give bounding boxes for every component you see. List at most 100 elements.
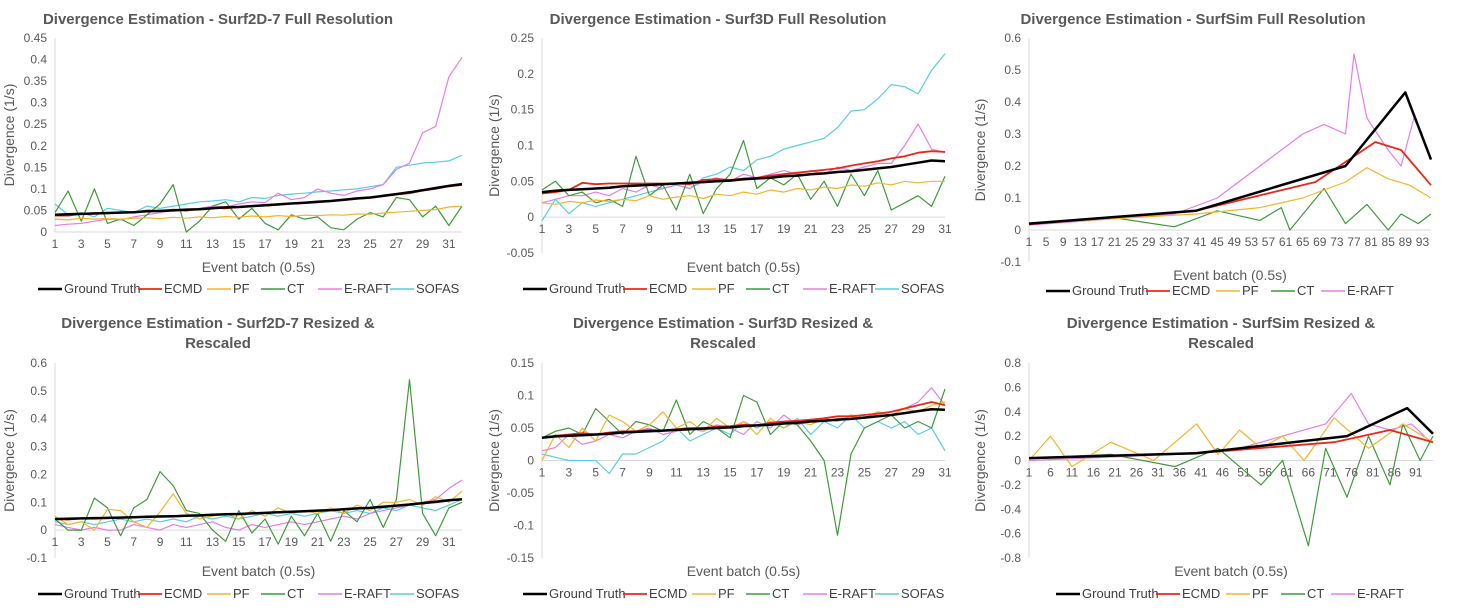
- x-tick-label: 29: [911, 466, 925, 480]
- x-tick-label: 5: [592, 466, 599, 480]
- legend-label: SOFAS: [416, 586, 460, 601]
- y-tick-label: 0.15: [511, 356, 535, 370]
- x-tick-label: 27: [885, 222, 899, 236]
- x-tick-label: 7: [619, 466, 626, 480]
- y-tick-label: 0.4: [30, 53, 47, 67]
- x-tick-label: 25: [363, 535, 377, 549]
- series-line-pf: [541, 401, 946, 461]
- x-tick-label: 26: [1130, 466, 1144, 480]
- x-tick-label: 13: [697, 222, 711, 236]
- series-line-ct: [1028, 423, 1434, 547]
- legend-label: ECMD: [164, 281, 202, 296]
- x-tick-label: 31: [938, 466, 952, 480]
- x-tick-label: 89: [1399, 235, 1413, 249]
- x-tick-label: 31: [442, 237, 456, 251]
- y-tick-label: 0.45: [24, 31, 48, 45]
- x-tick-label: 46: [1216, 466, 1230, 480]
- x-tick-label: 23: [337, 535, 351, 549]
- series-line-ecmd: [541, 401, 946, 439]
- x-tick-label: 31: [442, 535, 456, 549]
- x-tick-label: 17: [750, 466, 764, 480]
- series-line-ground-truth: [541, 159, 946, 194]
- x-tick-label: 31: [1151, 466, 1165, 480]
- y-tick-label: 0.4: [1004, 405, 1021, 419]
- y-tick-label: 0.3: [30, 440, 47, 454]
- y-tick-label: -0.1: [1000, 255, 1021, 269]
- x-tick-label: 5: [1043, 235, 1050, 249]
- x-tick-label: 15: [232, 237, 246, 251]
- x-tick-label: 29: [1142, 235, 1156, 249]
- chart-surf3d-full-svg: Divergence Estimation - Surf3D Full Reso…: [486, 11, 952, 296]
- series-line-sofas: [541, 53, 946, 222]
- x-tick-label: 81: [1364, 235, 1378, 249]
- chart-title: Divergence Estimation - Surf2D-7 Full Re…: [43, 11, 393, 28]
- x-tick-label: 21: [1108, 466, 1122, 480]
- legend-label: E-RAFT: [1357, 586, 1404, 601]
- series-line-ct: [54, 184, 463, 233]
- series-line-pf: [54, 490, 463, 531]
- chart-title: Rescaled: [1188, 335, 1254, 352]
- x-tick-label: 29: [416, 535, 430, 549]
- chart-surf2d7-full: Divergence Estimation - Surf2D-7 Full Re…: [0, 0, 485, 305]
- y-tick-label: 0.1: [30, 495, 47, 509]
- x-tick-label: 1: [1026, 466, 1033, 480]
- y-tick-label: 0.2: [1004, 159, 1021, 173]
- y-tick-label: -0.1: [26, 551, 47, 565]
- chart-surfsim-full-svg: Divergence Estimation - SurfSim Full Res…: [972, 11, 1433, 298]
- x-tick-label: 57: [1262, 235, 1276, 249]
- x-tick-label: 5: [592, 222, 599, 236]
- x-tick-label: 86: [1388, 466, 1402, 480]
- x-axis-label: Event batch (0.5s): [687, 259, 801, 275]
- x-tick-label: 17: [750, 222, 764, 236]
- y-tick-label: 0.5: [30, 384, 47, 398]
- y-tick-label: 0: [1014, 223, 1021, 237]
- legend-label: E-RAFT: [829, 586, 876, 601]
- x-tick-label: 31: [938, 222, 952, 236]
- x-tick-label: 53: [1245, 235, 1259, 249]
- y-axis-label: Divergence (1/s): [972, 409, 988, 512]
- chart-surf3d-full: Divergence Estimation - Surf3D Full Reso…: [485, 0, 971, 305]
- x-tick-label: 7: [619, 222, 626, 236]
- series-line-e-raft: [541, 123, 946, 204]
- x-tick-label: 11: [180, 237, 193, 251]
- x-tick-label: 51: [1237, 466, 1251, 480]
- x-tick-label: 15: [723, 222, 737, 236]
- chart-title: Divergence Estimation - SurfSim Resized …: [1067, 315, 1376, 332]
- legend-label: PF: [718, 281, 735, 296]
- x-tick-label: 7: [130, 535, 137, 549]
- x-tick-label: 19: [285, 535, 299, 549]
- legend-label: Ground Truth: [549, 281, 626, 296]
- legend-label: E-RAFT: [344, 281, 391, 296]
- y-tick-label: -0.4: [1000, 502, 1021, 516]
- x-tick-label: 13: [697, 466, 711, 480]
- x-tick-label: 41: [1194, 466, 1208, 480]
- legend-label: SOFAS: [901, 586, 945, 601]
- x-tick-label: 9: [157, 237, 164, 251]
- x-tick-label: 81: [1366, 466, 1380, 480]
- x-tick-label: 11: [670, 222, 683, 236]
- x-tick-label: 11: [1066, 466, 1079, 480]
- x-tick-label: 29: [911, 222, 925, 236]
- x-tick-label: 65: [1296, 235, 1310, 249]
- y-tick-label: 0.1: [1004, 191, 1021, 205]
- x-tick-label: 66: [1302, 466, 1316, 480]
- y-tick-label: 0.1: [30, 182, 47, 196]
- x-tick-label: 56: [1259, 466, 1273, 480]
- y-tick-label: 0.3: [1004, 127, 1021, 141]
- legend-label: SOFAS: [416, 281, 460, 296]
- x-tick-label: 1: [1026, 235, 1033, 249]
- y-tick-label: 0.6: [1004, 380, 1021, 394]
- x-tick-label: 23: [831, 466, 845, 480]
- x-tick-label: 13: [1074, 235, 1088, 249]
- legend-label: PF: [1242, 283, 1259, 298]
- y-tick-label: 0: [1014, 454, 1021, 468]
- y-tick-label: 0.4: [30, 412, 47, 426]
- series-line-sofas: [54, 154, 463, 218]
- series-line-e-raft: [54, 57, 463, 227]
- legend-label: ECMD: [164, 586, 202, 601]
- y-tick-label: -0.15: [507, 551, 535, 565]
- legend-label: CT: [772, 586, 789, 601]
- x-tick-label: 61: [1280, 466, 1294, 480]
- x-tick-label: 5: [104, 237, 111, 251]
- series-line-pf: [54, 205, 463, 221]
